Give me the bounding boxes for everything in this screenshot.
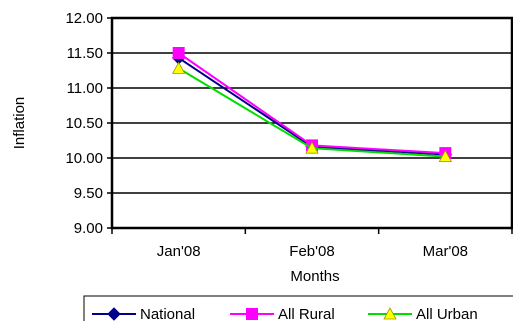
plot-area-border — [110, 16, 513, 230]
series-line — [178, 52, 446, 155]
x-axis-ticks: Jan'08 Feb'08 Mar'08 — [111, 228, 513, 260]
legend-item: All Urban — [368, 306, 478, 321]
y-axis-title: Inflation — [11, 97, 28, 150]
y-tick-label: 10.00 — [65, 150, 103, 167]
data-point — [305, 141, 319, 154]
legend-label: All Rural — [278, 306, 335, 321]
y-tick-label: 9.00 — [74, 220, 103, 237]
data-point — [171, 61, 186, 74]
data-point — [438, 149, 453, 163]
legend-box — [83, 295, 513, 321]
legend: National All Rural All Urban — [83, 295, 513, 321]
y-tick-label: 10.50 — [65, 115, 103, 132]
y-axis-ticks: 9.00 9.50 10.00 10.50 11.00 11.50 12.00 — [65, 10, 112, 237]
y-tick-label: 11.00 — [67, 80, 103, 97]
y-tick-label: 12.00 — [65, 10, 103, 27]
x-tick-label: Mar'08 — [423, 243, 468, 260]
x-tick-label: Jan'08 — [157, 243, 201, 260]
legend-marker — [107, 307, 121, 321]
legend-marker — [383, 307, 397, 320]
legend-label: All Urban — [416, 306, 478, 321]
series-all-urban — [171, 61, 453, 163]
legend-item: National — [92, 306, 195, 321]
legend-marker — [246, 308, 258, 320]
legend-item: All Rural — [230, 306, 335, 321]
y-tick-label: 11.50 — [67, 45, 103, 62]
legend-label: National — [140, 306, 195, 321]
series-lines — [171, 47, 453, 163]
x-tick-label: Feb'08 — [289, 243, 334, 260]
data-point — [172, 47, 185, 59]
y-tick-label: 9.50 — [74, 185, 103, 202]
gridlines — [112, 52, 512, 194]
x-axis-title: Months — [290, 268, 339, 285]
